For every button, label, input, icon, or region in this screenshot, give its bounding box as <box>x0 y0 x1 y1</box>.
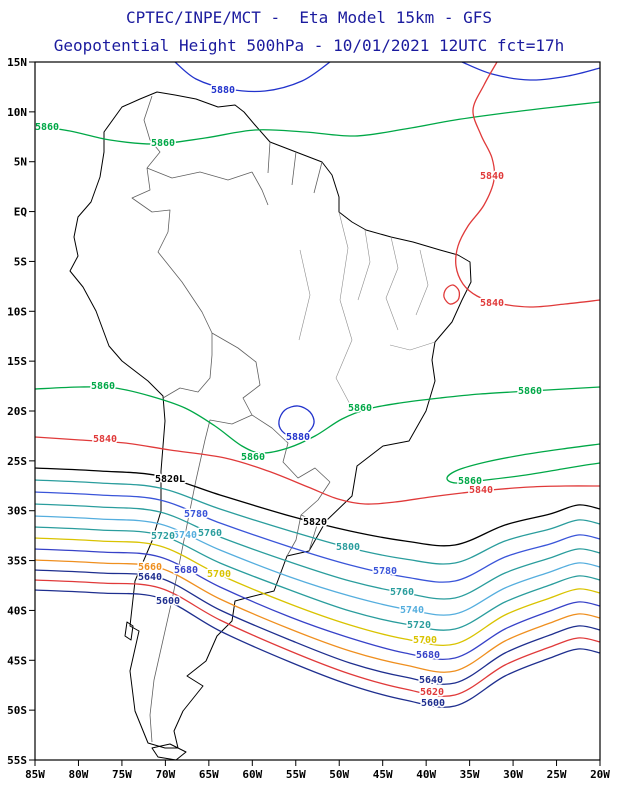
lon-label: 80W <box>69 768 89 781</box>
lat-label: 20S <box>7 405 27 418</box>
contour-label-5720: 5720 <box>151 531 175 542</box>
country-borders <box>131 95 331 743</box>
lat-label: 30S <box>7 505 27 518</box>
contour-5620 <box>35 579 600 697</box>
contour-label-5800: 5800 <box>336 542 360 553</box>
lat-label: EQ <box>14 206 28 219</box>
lat-label: 25S <box>7 455 27 468</box>
lon-label: 50W <box>329 768 349 781</box>
title-line-2: Geopotential Height 500hPa - 10/01/2021 … <box>53 36 565 55</box>
contour-5720 <box>35 526 600 631</box>
contour-label-5860: 5860 <box>458 476 482 487</box>
contour-label-5600: 5600 <box>421 698 445 709</box>
contour-label-5680: 5680 <box>416 650 440 661</box>
contour-label-5660: 5660 <box>138 562 162 573</box>
contour-label-5600: 5600 <box>156 596 180 607</box>
contour-label-5740: 5740 <box>400 605 424 616</box>
lat-label: 35S <box>7 555 27 568</box>
contour-labels: 5880586058605840584058605860586058605860… <box>33 84 543 711</box>
lon-label: 85W <box>25 768 45 781</box>
contour-label-5760: 5760 <box>198 528 222 539</box>
contour-label-5620: 5620 <box>420 687 444 698</box>
contour-5880 <box>278 405 315 438</box>
contour-5840 <box>455 62 600 308</box>
lon-label: 70W <box>155 768 175 781</box>
lat-label: 55S <box>7 754 27 767</box>
lat-label: 45S <box>7 654 27 667</box>
contour-label-5860: 5860 <box>348 403 372 414</box>
lat-label: 50S <box>7 704 27 717</box>
contour-5740 <box>35 515 600 616</box>
contour-label-5860: 5860 <box>151 138 175 149</box>
contour-5840 <box>443 284 461 305</box>
lat-label: 5N <box>14 156 27 169</box>
contour-label-5840: 5840 <box>480 298 504 309</box>
contour-label-5860: 5860 <box>91 381 115 392</box>
contour-label-5880: 5880 <box>211 85 235 96</box>
contour-5860 <box>35 386 600 454</box>
contour-5880 <box>461 62 600 81</box>
contour-5700 <box>35 537 600 647</box>
islands <box>124 621 187 760</box>
lon-label: 55W <box>286 768 306 781</box>
lat-label: 10S <box>7 305 27 318</box>
lat-label: 15N <box>7 56 27 69</box>
contour-label-5880: 5880 <box>286 432 310 443</box>
contour-label-5860: 5860 <box>241 452 265 463</box>
contour-5820 <box>35 467 600 547</box>
lon-label: 30W <box>503 768 523 781</box>
contour-5600 <box>35 589 600 708</box>
contour-5660 <box>35 559 600 673</box>
contour-label-5640: 5640 <box>138 572 162 583</box>
lon-label: 40W <box>416 768 436 781</box>
contour-5640 <box>35 569 600 685</box>
contour-5860 <box>35 101 600 145</box>
contour-label-5860: 5860 <box>35 122 59 133</box>
lon-label: 75W <box>112 768 132 781</box>
lat-label: 10N <box>7 106 27 119</box>
lon-label: 60W <box>242 768 262 781</box>
contour-label-5740: 5740 <box>173 530 197 541</box>
contour-5780 <box>35 491 600 583</box>
lon-label: 20W <box>590 768 610 781</box>
contour-label-5840: 5840 <box>469 485 493 496</box>
axis-labels: 15N 10N 5N EQ 5S 10S 15S 20S 25S 30S 35S 40S 45S 50S 5… <box>7 56 610 781</box>
contour-lines <box>35 62 600 708</box>
map-frame <box>34 61 601 761</box>
lat-label: 15S <box>7 355 27 368</box>
contour-label-5860: 5860 <box>518 386 542 397</box>
contour-5840 <box>35 436 600 505</box>
title-line-1: CPTEC/INPE/MCT - Eta Model 15km - GFS <box>125 8 493 27</box>
state-borders <box>298 211 436 409</box>
lon-label: 25W <box>547 768 567 781</box>
lat-label: 40S <box>7 604 27 617</box>
coastline-south-america <box>69 91 472 749</box>
lat-label: 5S <box>14 255 27 268</box>
lon-label: 65W <box>199 768 219 781</box>
contour-label-5820: 5820 <box>303 517 327 528</box>
contour-5880 <box>174 62 331 93</box>
contour-label-5760: 5760 <box>390 587 414 598</box>
contour-label-5820: 5820L <box>155 474 185 485</box>
contour-5860 <box>446 443 600 484</box>
contour-label-5840: 5840 <box>480 171 504 182</box>
contour-label-5780: 5780 <box>184 509 208 520</box>
contour-5680 <box>35 548 600 661</box>
lon-label: 35W <box>460 768 480 781</box>
lon-label: 45W <box>373 768 393 781</box>
contour-label-5840: 5840 <box>93 434 117 445</box>
contour-5760 <box>35 503 600 600</box>
contour-label-5780: 5780 <box>373 566 397 577</box>
contour-5800 <box>35 479 600 565</box>
contour-label-5700: 5700 <box>413 635 437 646</box>
contour-label-5700: 5700 <box>207 569 231 580</box>
contour-label-5680: 5680 <box>174 565 198 576</box>
contour-label-5640: 5640 <box>419 675 443 686</box>
contour-label-5720: 5720 <box>407 620 431 631</box>
